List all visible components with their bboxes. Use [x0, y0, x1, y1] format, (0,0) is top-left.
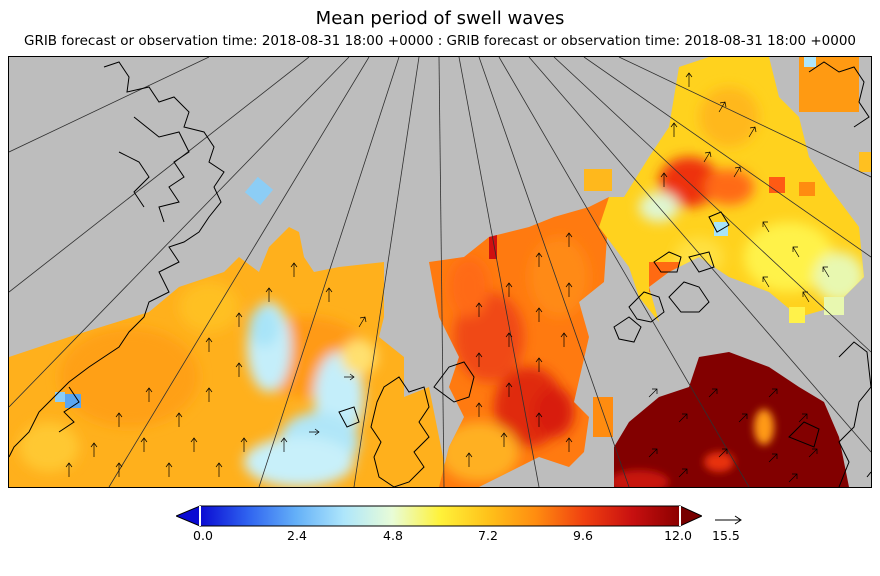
colorbar-tick-label: 9.6: [573, 528, 593, 543]
map-title: Mean period of swell waves: [315, 8, 565, 29]
map-panel: [8, 56, 872, 488]
colorbar: [176, 505, 702, 527]
swell-direction-arrows: [65, 72, 830, 483]
colorbar-tick-label: 7.2: [478, 528, 498, 543]
colorbar-tick-label: 2.4: [287, 528, 307, 543]
colorbar-tick-label: 0.0: [193, 528, 213, 543]
vector-reference-label: 15.5: [712, 528, 740, 543]
map-subtitle: GRIB forecast or observation time: 2018-…: [23, 33, 857, 49]
colorbar-tick-label: 12.0: [664, 528, 692, 543]
coastlines: [9, 61, 871, 487]
colorbar-ramp: [199, 505, 681, 527]
colorbar-tick-label: 4.8: [383, 528, 403, 543]
arrow-right-icon: [715, 515, 742, 525]
colorbar-over-arrow: [679, 505, 702, 527]
colorbar-under-arrow: [176, 505, 201, 527]
map-canvas: [9, 57, 871, 487]
